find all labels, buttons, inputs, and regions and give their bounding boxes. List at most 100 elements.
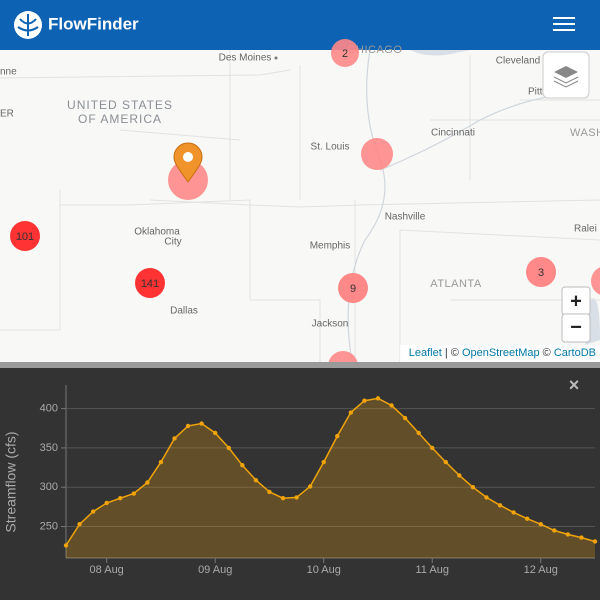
point [253,477,259,483]
attribution-link[interactable]: OpenStreetMap [462,347,540,359]
cluster-count: 101 [16,231,34,243]
country-label: OF AMERICA [78,112,162,126]
boundaries [0,50,600,362]
attribution: Leaflet | © OpenStreetMap © CartoDB [409,347,596,359]
attribution-link[interactable]: Leaflet [409,347,442,359]
point [63,543,69,548]
zoom-in-button[interactable]: + [561,286,591,316]
map[interactable]: Des Moines CHICAGO Cleveland Pitt nne UN… [0,39,600,381]
cluster[interactable] [331,39,359,67]
point [470,485,476,490]
zoom-out-label: − [570,316,582,338]
city-label: CHICAGO [348,44,403,56]
cluster[interactable] [135,268,165,298]
selected-marker[interactable] [173,142,203,183]
x-tick-label: 12 Aug [524,564,558,576]
point [592,539,598,544]
point [131,491,137,496]
city-label: ER [0,109,14,120]
divider [0,362,600,368]
y-axis-label: Streamflow (cfs) [3,431,19,532]
point [118,496,123,501]
y-tick-label: 400 [40,402,58,414]
cluster[interactable] [361,138,393,170]
city-label: WASH [570,127,600,139]
x-tick-label: 09 Aug [198,564,232,576]
point [226,445,231,451]
city-label: Des Moines [219,53,272,64]
lake [410,50,470,56]
point [104,500,109,506]
point [294,495,299,500]
point [416,430,421,436]
zoom-out-button[interactable]: − [561,313,591,343]
layers-control[interactable] [542,51,590,99]
cluster-count: 3 [538,267,544,279]
cluster-count: 9 [350,283,356,295]
chart-panel [0,368,600,600]
logo [14,11,42,39]
city-label: City [164,237,181,248]
cluster[interactable] [591,266,600,296]
point [497,503,503,508]
city-label: Memphis [310,241,351,252]
point [172,436,177,441]
cluster-count: 2 [342,48,348,60]
city-label: Pitt [528,87,543,98]
point [375,396,381,401]
menu-button[interactable] [548,12,580,38]
point [213,430,218,436]
point [565,532,571,537]
cluster[interactable] [10,221,40,251]
close-button[interactable]: × [569,375,580,395]
point [511,510,516,515]
country-label: UNITED STATES [67,98,173,112]
point [348,410,354,415]
point [389,403,394,408]
point [90,509,96,514]
point [538,521,543,527]
point [402,415,408,421]
city-dot [274,56,278,60]
city-label: Cincinnati [431,128,475,139]
point [199,421,204,426]
city-label: Ralei [574,224,597,235]
cluster-count: 141 [141,278,159,290]
attribution-link[interactable]: CartoDB [554,347,596,359]
cluster[interactable] [526,257,556,287]
point [77,521,82,527]
attribution-text: © [540,347,554,359]
point [524,516,530,521]
point [430,445,435,451]
city-label: Nashville [385,212,426,223]
city-label: Cleveland [496,56,540,67]
x-tick-label: 10 Aug [307,564,341,576]
point [362,398,367,403]
point [484,495,489,500]
attribution-box [400,345,600,362]
plot: 250 300 350 400 08 Aug 09 Aug 10 Aug 11 Aug 12 A… [40,385,598,576]
point [321,459,326,465]
x-tick-label: 08 Aug [90,564,124,576]
point [457,473,462,478]
attribution-text: | © [442,347,462,359]
point [335,433,340,439]
point [267,489,272,495]
point [240,463,245,468]
x-tick-label: 11 Aug [416,564,449,576]
header-bar [0,0,600,50]
app-title: FlowFinder [48,14,139,33]
y-tick-label: 350 [40,442,58,454]
city-label: nne [0,67,17,78]
point [145,480,150,485]
cluster[interactable] [338,273,368,303]
city-label: Oklahoma [134,227,180,238]
point [443,459,448,465]
point [552,528,557,533]
city-label: ATLANTA [430,278,482,290]
area [66,398,595,558]
y-tick-label: 300 [40,481,58,493]
point [158,459,164,465]
city-label: St. Louis [311,142,350,153]
